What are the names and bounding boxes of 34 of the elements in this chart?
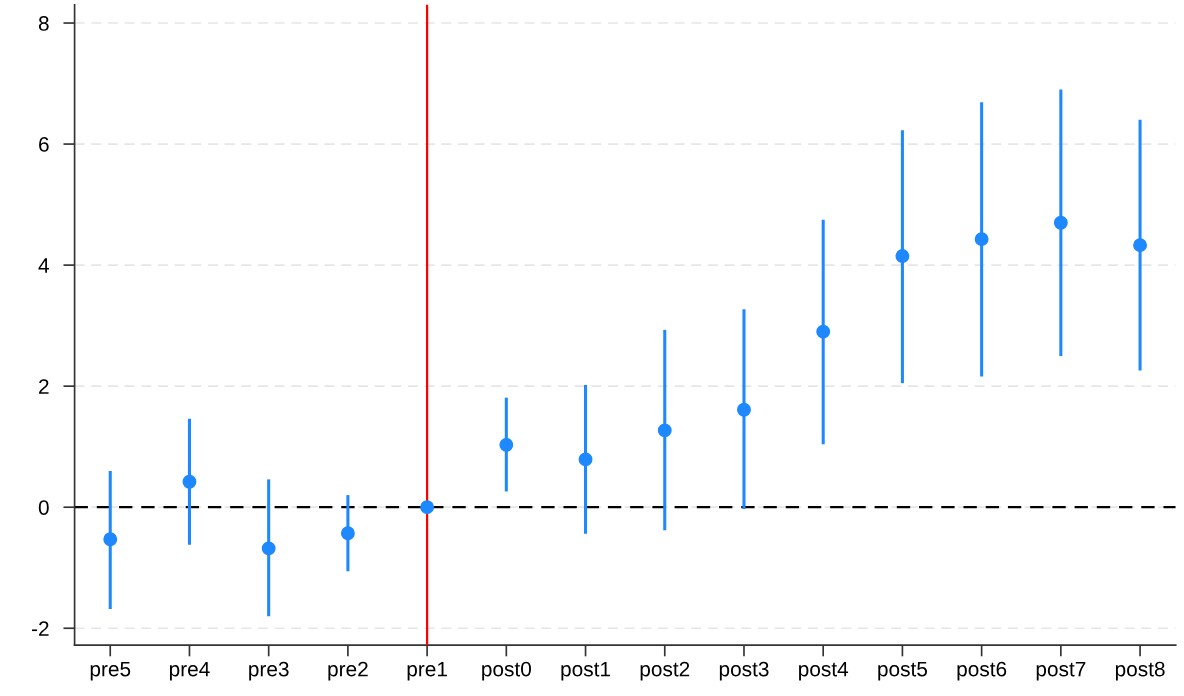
- y-tick-label: 4: [38, 258, 49, 273]
- x-tick-label: pre3: [249, 661, 289, 681]
- x-tick-label: post3: [719, 661, 769, 681]
- x-tick-label: post0: [482, 661, 531, 681]
- point: [499, 437, 514, 452]
- point: [340, 526, 355, 541]
- point: [420, 500, 435, 515]
- x-tick-label: post5: [878, 661, 928, 681]
- x-tick-label: post2: [640, 661, 690, 681]
- point: [1053, 215, 1068, 230]
- point: [657, 423, 672, 438]
- point: [261, 541, 276, 556]
- x-tick-label: post4: [799, 661, 849, 681]
- x-tick-label: pre1: [407, 661, 447, 681]
- point: [1133, 238, 1148, 253]
- x-tick-label: post6: [957, 661, 1007, 681]
- point: [895, 249, 910, 263]
- point: [816, 324, 831, 339]
- point: [737, 402, 751, 417]
- x-tick-label: post7: [1036, 661, 1086, 681]
- y-tick-label: -2: [31, 621, 49, 636]
- y-tick-label: 0: [38, 500, 49, 515]
- y-tick-label: 8: [38, 16, 49, 31]
- x-tick-label: pre2: [328, 661, 368, 681]
- point: [103, 532, 118, 547]
- x-tick-label: pre4: [169, 661, 210, 681]
- point: [974, 232, 989, 247]
- x-tick-label: post1: [561, 661, 611, 681]
- x-tick-label: post8: [1115, 661, 1165, 681]
- y-tick-label: 2: [39, 379, 49, 394]
- x-tick-label: pre5: [90, 661, 131, 681]
- point: [182, 474, 197, 489]
- point: [578, 452, 593, 467]
- y-tick-label: 6: [39, 137, 49, 152]
